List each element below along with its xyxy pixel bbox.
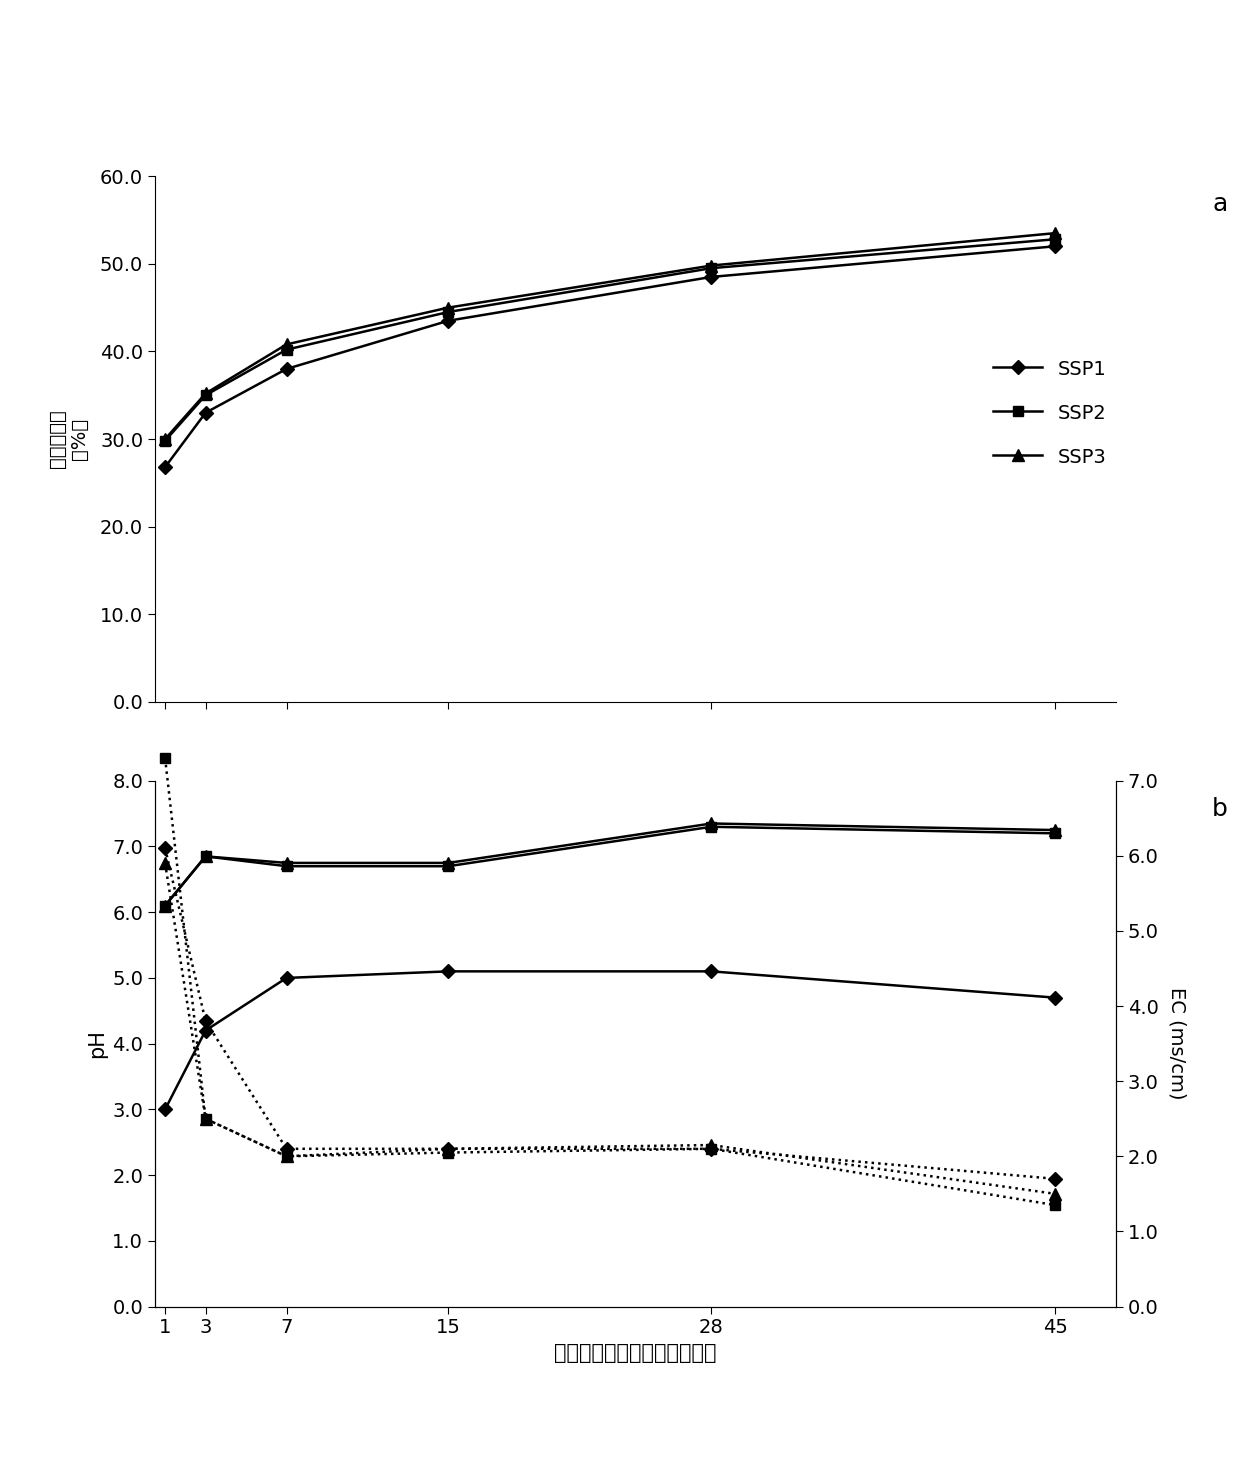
Y-axis label: pH: pH — [87, 1029, 107, 1058]
SSP1 — [157, 458, 172, 476]
SSP2 — [1048, 230, 1063, 248]
SSP3 — [1048, 225, 1063, 242]
X-axis label: 肥料溶解于水中的时间（天）: 肥料溶解于水中的时间（天） — [554, 1343, 717, 1362]
SSP3 — [441, 299, 456, 317]
Line: SSP2: SSP2 — [160, 235, 1060, 446]
SSP2 — [441, 304, 456, 321]
SSP2 — [704, 260, 719, 277]
SSP3 — [157, 430, 172, 448]
Line: SSP1: SSP1 — [160, 241, 1060, 471]
Text: b: b — [1213, 797, 1228, 821]
SSP2 — [157, 432, 172, 449]
SSP1 — [1048, 238, 1063, 255]
SSP3 — [704, 257, 719, 275]
SSP1 — [704, 269, 719, 286]
SSP1 — [198, 404, 213, 421]
Y-axis label: 累积溶解率
（%）: 累积溶解率 （%） — [48, 410, 89, 468]
SSP1 — [279, 360, 294, 377]
SSP1 — [441, 311, 456, 329]
SSP3 — [198, 385, 213, 402]
SSP2 — [279, 341, 294, 358]
Text: a: a — [1213, 192, 1228, 216]
SSP2 — [198, 386, 213, 404]
Line: SSP3: SSP3 — [160, 228, 1061, 445]
Y-axis label: EC (ms/cm): EC (ms/cm) — [1168, 988, 1187, 1100]
SSP3 — [279, 336, 294, 354]
Legend: SSP1, SSP2, SSP3: SSP1, SSP2, SSP3 — [993, 358, 1106, 467]
